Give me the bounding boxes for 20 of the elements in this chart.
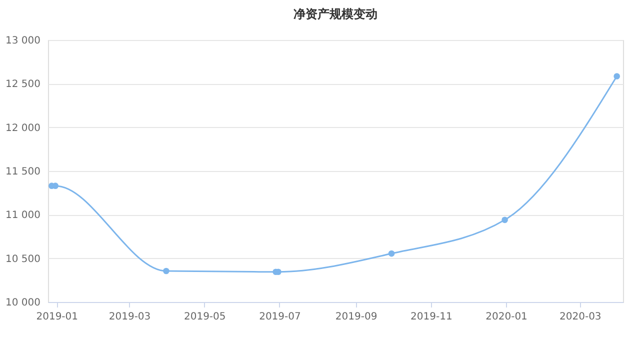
y-tick-label: 11 000 [6, 210, 40, 222]
y-tick-label: 12 500 [6, 79, 40, 90]
x-tick-label: 2020-03 [560, 312, 602, 322]
x-tick-label: 2019-03 [108, 312, 151, 322]
point [163, 268, 170, 274]
x-tick-label: 2019-07 [259, 312, 301, 322]
point [388, 250, 395, 257]
x-tick-label: 2019-11 [410, 312, 452, 322]
x-tick-label: 2019-01 [36, 312, 78, 322]
point [502, 216, 508, 224]
x-tick-label: 2019-09 [335, 312, 378, 322]
y-tick-label: 10 000 [6, 298, 40, 308]
y-tick-label: 11 500 [6, 166, 40, 178]
point [614, 73, 620, 80]
x-tick-label: 2019-05 [184, 312, 226, 322]
x-tick-label: 2020-01 [486, 312, 528, 322]
y-tick-label: 10 500 [6, 254, 40, 265]
y-tick-label: 12 000 [6, 122, 40, 134]
chart-title: 净资产规模变动 [294, 7, 378, 21]
y-tick-label: 13 000 [6, 36, 40, 46]
